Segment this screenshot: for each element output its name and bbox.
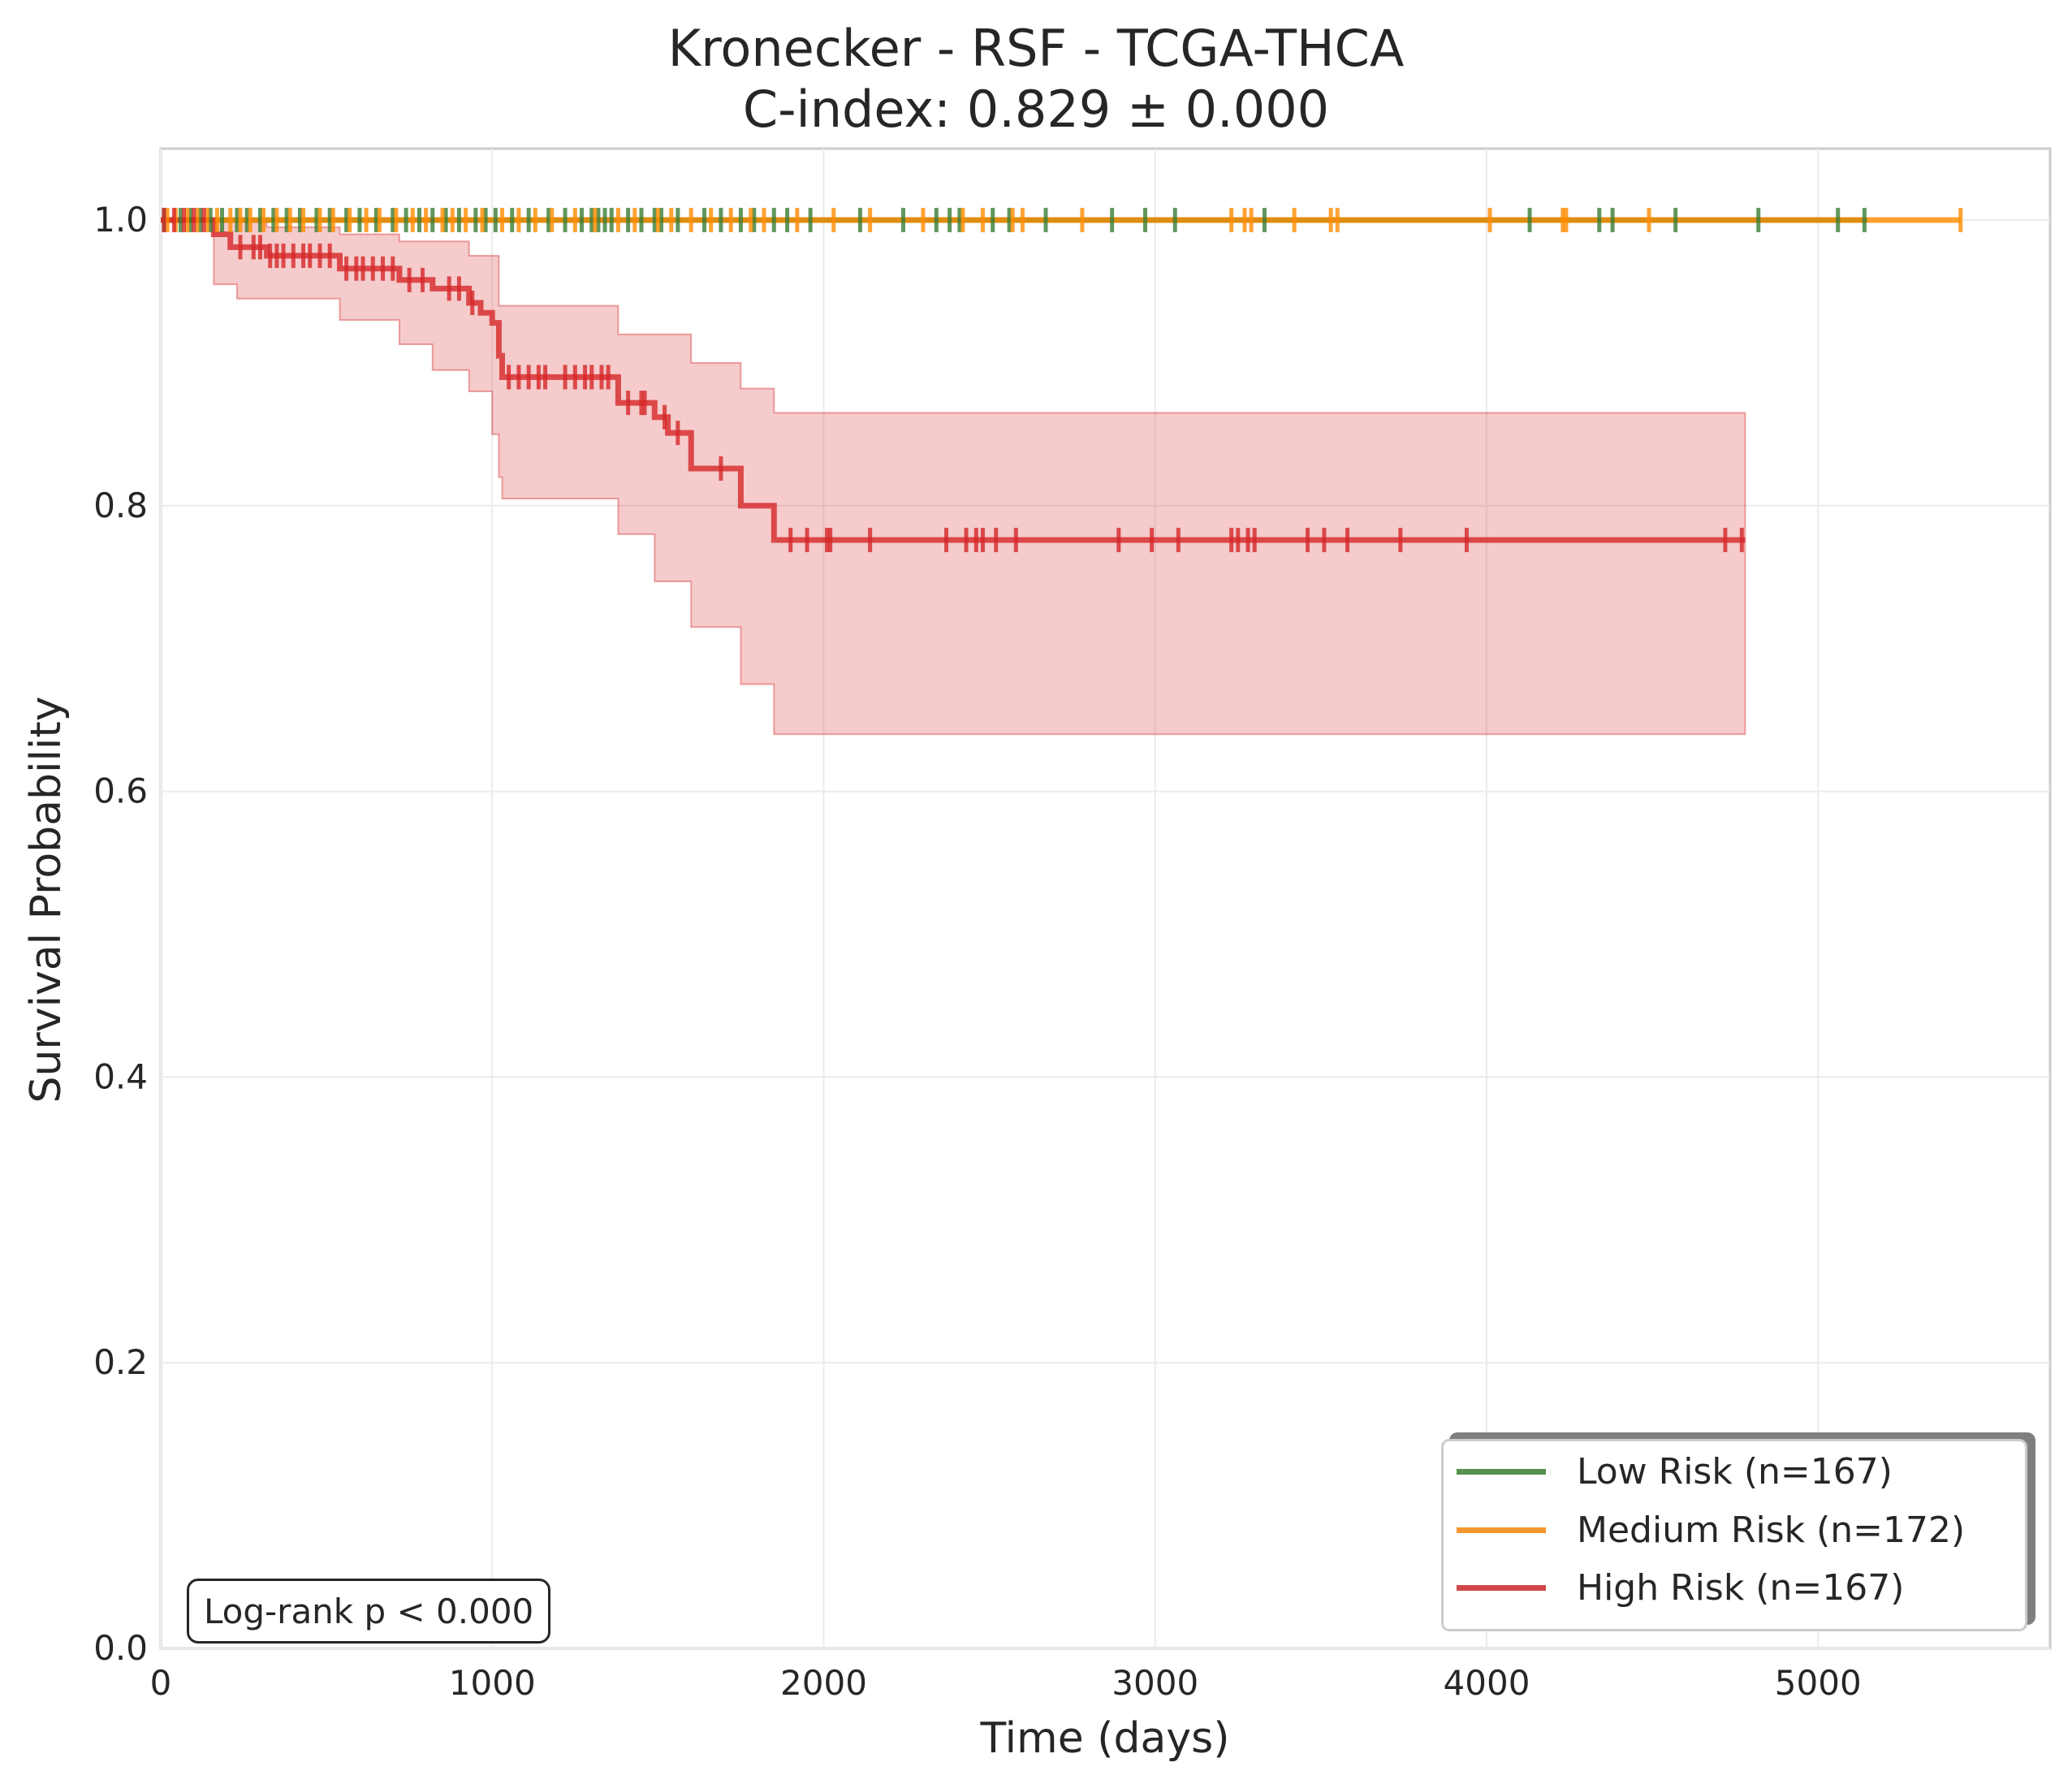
chart-subtitle: C-index: 0.829 ± 0.000	[742, 80, 1330, 139]
legend-item-high-risk: High Risk (n=167)	[1457, 1563, 1904, 1612]
x-tick-label: 3000	[1112, 1663, 1198, 1703]
legend-item-medium-risk: Medium Risk (n=172)	[1457, 1505, 1965, 1554]
confidence-band-high-risk	[161, 219, 1746, 736]
legend-swatch-high-risk	[1457, 1584, 1546, 1591]
legend-label-medium-risk: Medium Risk (n=172)	[1577, 1509, 1966, 1551]
legend-label-high-risk: High Risk (n=167)	[1577, 1566, 1905, 1609]
y-tick-label: 0.0	[93, 1628, 148, 1668]
logrank-annotation: Log-rank p < 0.000	[187, 1579, 551, 1644]
grid-lines	[160, 149, 2050, 1649]
x-tick-label: 0	[150, 1663, 172, 1703]
y-tick-label: 0.8	[93, 486, 148, 525]
x-tick-label: 5000	[1775, 1663, 1862, 1703]
legend: Low Risk (n=167) Medium Risk (n=172) Hig…	[1441, 1439, 2027, 1631]
legend-item-low-risk: Low Risk (n=167)	[1457, 1447, 1893, 1496]
x-tick-label: 4000	[1444, 1663, 1530, 1703]
legend-label-low-risk: Low Risk (n=167)	[1577, 1450, 1893, 1492]
x-tick-label: 2000	[780, 1663, 867, 1703]
legend-swatch-low-risk	[1457, 1468, 1546, 1475]
y-axis-label: Survival Probability	[22, 696, 71, 1104]
censor-marks	[162, 207, 1963, 552]
legend-swatch-medium-risk	[1457, 1527, 1546, 1533]
x-axis-label: Time (days)	[980, 1714, 1230, 1763]
y-tick-label: 0.6	[93, 771, 148, 811]
chart-title: Kronecker - RSF - TCGA-THCA	[667, 19, 1405, 78]
survival-curve-high-risk	[161, 217, 1746, 543]
y-tick-labels: 0.0 0.2 0.4 0.6 0.8 1.0	[93, 200, 148, 1668]
y-tick-label: 0.2	[93, 1342, 148, 1382]
y-tick-label: 1.0	[93, 200, 148, 240]
x-tick-label: 1000	[449, 1663, 536, 1703]
confidence-bands	[161, 219, 1746, 736]
plot-area	[159, 147, 2052, 1650]
y-tick-label: 0.4	[93, 1056, 148, 1096]
x-tick-labels: 0 1000 2000 3000 4000 5000	[150, 1663, 1862, 1703]
